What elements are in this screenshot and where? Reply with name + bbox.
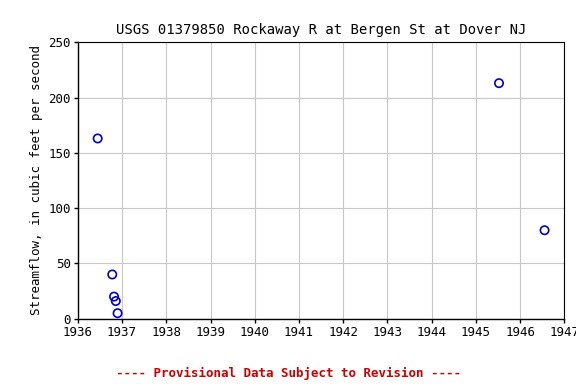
Point xyxy=(494,80,503,86)
Point xyxy=(108,271,117,278)
Title: USGS 01379850 Rockaway R at Bergen St at Dover NJ: USGS 01379850 Rockaway R at Bergen St at… xyxy=(116,23,526,37)
Point xyxy=(113,310,122,316)
Y-axis label: Streamflow, in cubic feet per second: Streamflow, in cubic feet per second xyxy=(30,45,43,316)
Point xyxy=(111,298,120,304)
Point xyxy=(93,136,103,142)
Point xyxy=(109,293,119,300)
Point xyxy=(540,227,549,233)
Text: ---- Provisional Data Subject to Revision ----: ---- Provisional Data Subject to Revisio… xyxy=(116,367,460,380)
